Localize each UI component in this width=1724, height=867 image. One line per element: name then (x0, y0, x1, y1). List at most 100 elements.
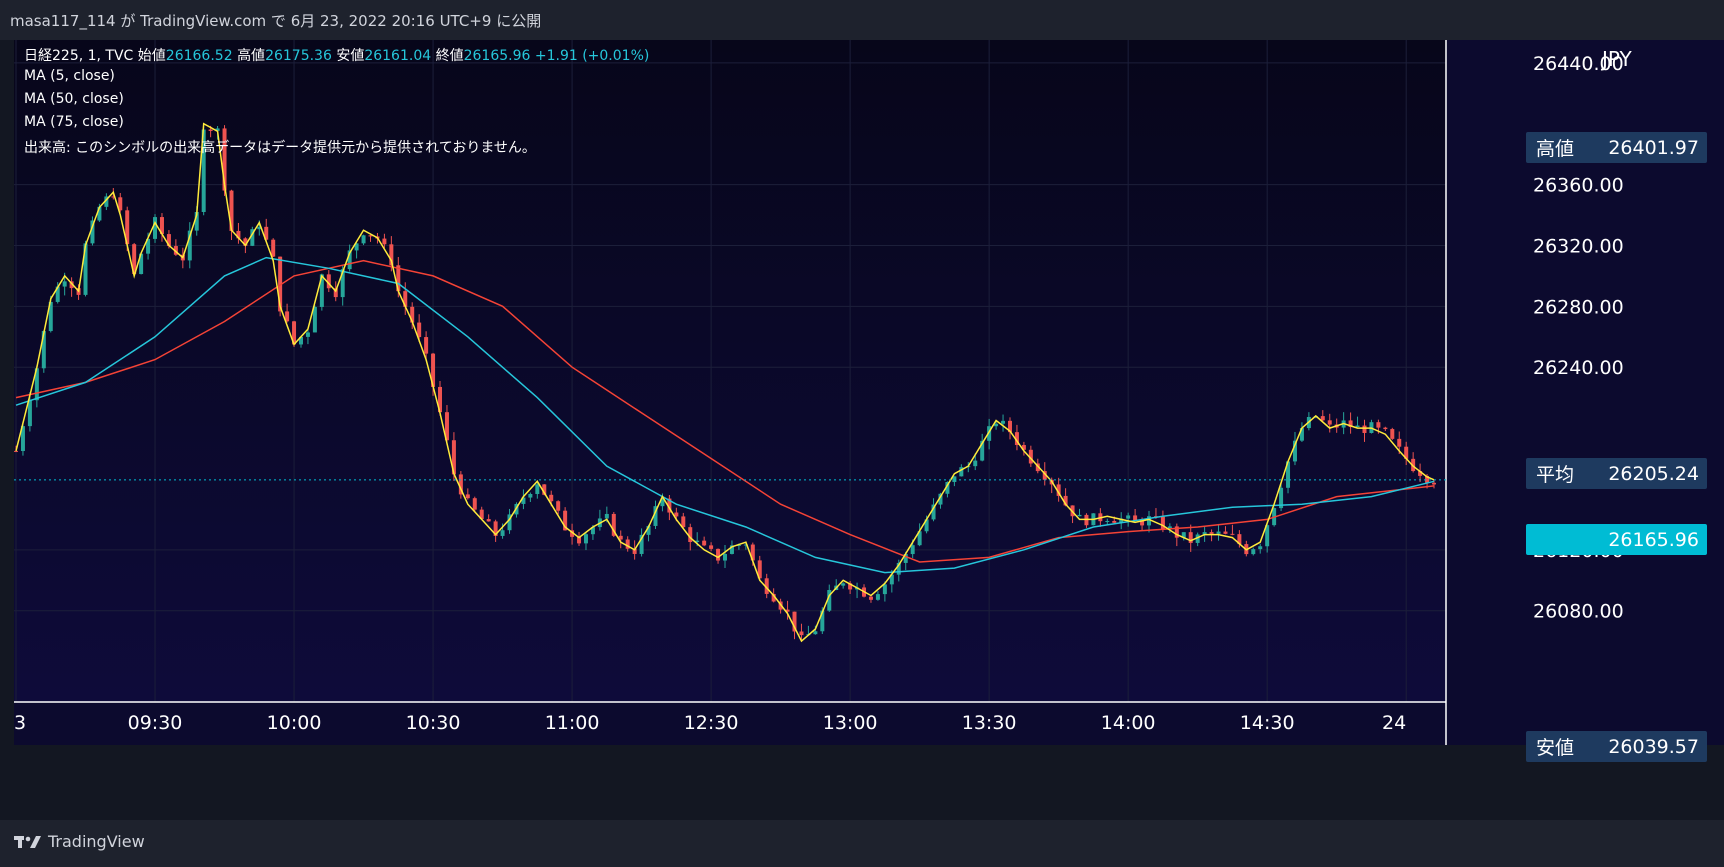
candle-body (257, 226, 262, 230)
candle-body (285, 311, 290, 322)
candle-body (215, 128, 220, 131)
candle-body (535, 484, 540, 494)
open-value: 26166.52 (165, 48, 233, 64)
candle-body (618, 535, 623, 540)
candle-body (1362, 425, 1367, 433)
candle-body (764, 578, 769, 594)
candle-body (1411, 458, 1416, 472)
candle-body (229, 190, 234, 231)
candle-body (841, 583, 846, 586)
candle-body (410, 306, 415, 323)
candle-body (1181, 532, 1186, 538)
candle-body (1292, 440, 1297, 462)
candle-body (903, 554, 908, 563)
candle-body (556, 501, 561, 511)
close-label: 終値 (435, 48, 464, 64)
time-tick-label: 12:30 (684, 712, 739, 734)
candle-body (1432, 482, 1436, 485)
candle-body (104, 196, 109, 207)
candle-body (111, 196, 116, 198)
ma50-line (15, 256, 1435, 574)
candle-body (771, 593, 776, 602)
avg-tag-value: 26205.24 (1608, 462, 1699, 485)
ma75-legend[interactable]: MA (75, close) (24, 114, 124, 130)
candle-body (97, 206, 102, 221)
symbol-label[interactable]: 日経225, 1, TVC (24, 48, 134, 64)
candle-body (896, 562, 901, 575)
candle-body (187, 230, 192, 261)
candle-body (1237, 534, 1242, 545)
candle-body (1216, 531, 1221, 534)
candle-body (14, 450, 18, 452)
candle-body (563, 510, 568, 531)
price-tick-label: 26320.00 (1533, 235, 1624, 257)
candle-body (507, 514, 512, 531)
time-tick-label: 14:30 (1240, 712, 1295, 734)
candle-body (1404, 446, 1409, 459)
candle-body (973, 460, 978, 467)
candle-body (159, 217, 164, 235)
candles (14, 125, 1436, 642)
candle-body (743, 544, 748, 546)
time-tick-label: 3 (14, 712, 26, 734)
plot-background (14, 40, 1446, 702)
candle-body (1160, 516, 1165, 530)
candle-body (1223, 531, 1228, 534)
candle-body (590, 527, 595, 535)
time-tick-label: 24 (1382, 712, 1406, 734)
candle-body (451, 440, 456, 475)
tradingview-logo[interactable]: TradingView (14, 832, 145, 851)
candle-body (1014, 432, 1019, 446)
candle-body (542, 484, 547, 495)
time-tick-label: 14:00 (1101, 712, 1156, 734)
currency-label[interactable]: JPY (1602, 47, 1632, 71)
candle-body (1001, 420, 1006, 424)
candle-body (848, 583, 853, 590)
candle-body (736, 544, 741, 546)
candle-body (1265, 525, 1270, 547)
candle-body (486, 519, 491, 522)
candle-body (41, 331, 46, 369)
candle-body (479, 509, 484, 520)
candle-body (959, 467, 964, 477)
candle-body (361, 235, 366, 244)
avg-tag-label: 平均 (1536, 464, 1575, 486)
time-tick-label: 10:30 (406, 712, 461, 734)
candle-body (500, 530, 505, 536)
tradingview-logo-icon (14, 835, 41, 848)
candle-body (945, 482, 950, 494)
price-tick-label: 26360.00 (1533, 175, 1624, 197)
candle-body (139, 253, 144, 275)
candle-body (1251, 549, 1256, 555)
candle-body (827, 590, 832, 611)
candle-body (146, 238, 151, 254)
last-price-tag: 26165.96 (1526, 524, 1707, 555)
candle-body (1376, 422, 1381, 428)
candle-body (549, 494, 554, 502)
candle-body (792, 611, 797, 632)
price-axis-labels: 26440.00 26360.00 26320.00 26280.00 26240.00… (1533, 53, 1624, 623)
candle-body (389, 244, 394, 266)
candle-body (27, 400, 32, 427)
candle-body (653, 506, 658, 526)
candle-body (264, 226, 269, 240)
time-axis-labels: 3 09:30 10:00 10:30 11:00 12:30 13:00 13:30 14:0… (14, 712, 1406, 734)
candle-body (1140, 520, 1145, 526)
ma5-legend[interactable]: MA (5, close) (24, 68, 115, 84)
publish-header: masa117_114 が TradingView.com で 6月 23, 2… (0, 0, 1724, 40)
candle-body (1195, 534, 1200, 543)
price-tick-label: 26240.00 (1533, 357, 1624, 379)
last-tag-value: 26165.96 (1608, 528, 1699, 551)
price-tick-label: 26280.00 (1533, 296, 1624, 318)
candle-body (1320, 416, 1325, 421)
candle-body (924, 519, 929, 532)
candle-body (20, 426, 25, 452)
candle-body (278, 256, 283, 312)
candle-body (987, 426, 992, 441)
candle-body (243, 238, 248, 246)
high-value: 26175.36 (265, 48, 332, 64)
candle-body (611, 513, 616, 536)
ma50-legend[interactable]: MA (50, close) (24, 91, 124, 107)
candle-body (1126, 515, 1131, 519)
candle-body (396, 265, 401, 292)
